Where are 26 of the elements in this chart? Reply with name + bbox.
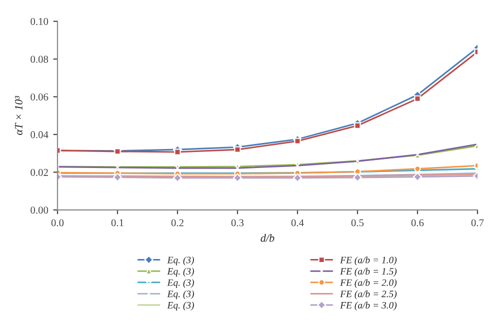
legend-label: Eq. (3) <box>167 268 194 277</box>
x-axis-title: d/b <box>260 234 274 242</box>
y-tick-label: 0.10 <box>30 18 48 26</box>
legend-label: FE (a/b = 1.0) <box>340 256 397 266</box>
legend-label: FE (a/b = 3.0) <box>340 302 397 310</box>
y-tick-label: 0.00 <box>30 206 48 214</box>
y-tick-label: 0.02 <box>30 168 48 176</box>
x-tick-label: 0.6 <box>411 219 424 226</box>
y-axis-title: αT × 10³ <box>14 96 22 135</box>
legend-label: Eq. (3) <box>167 302 194 310</box>
legend-label: FE (a/b = 1.5) <box>340 268 397 277</box>
x-tick-label: 0.2 <box>171 219 184 226</box>
y-tick-label: 0.06 <box>30 93 48 101</box>
legend-label: Eq. (3) <box>167 256 194 266</box>
x-tick-label: 0.7 <box>471 219 484 226</box>
x-tick-label: 0.1 <box>111 219 124 226</box>
x-tick-label: 0.3 <box>231 219 244 226</box>
legend-label: Eq. (3) <box>167 279 194 288</box>
x-tick-label: 0.5 <box>351 219 364 226</box>
legend-label: FE (a/b = 2.0) <box>340 279 397 288</box>
legend-label: FE (a/b = 2.5) <box>340 290 397 300</box>
legend-label: Eq. (3) <box>167 290 194 300</box>
y-tick-label: 0.08 <box>30 56 48 63</box>
x-tick-label: 0.4 <box>291 219 304 226</box>
x-tick-label: 0.0 <box>51 219 64 226</box>
y-tick-label: 0.04 <box>30 131 48 138</box>
